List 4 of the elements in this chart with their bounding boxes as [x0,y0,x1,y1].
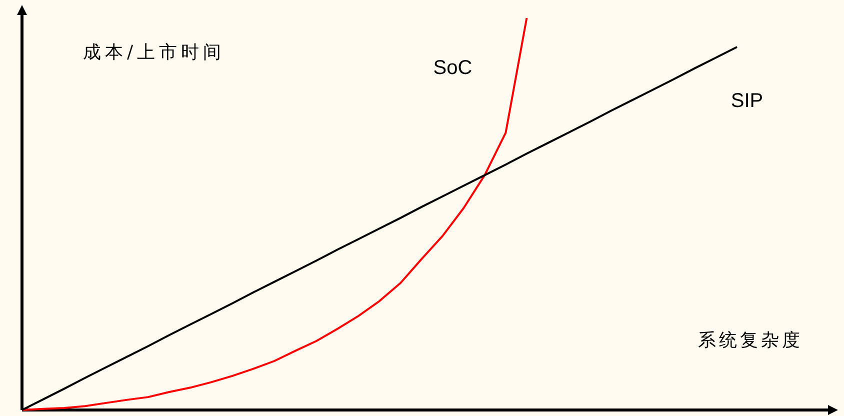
y-axis-title: 成本/上市时间 [83,42,226,63]
x-axis-title: 系统复杂度 [698,330,803,351]
text: SoC [433,57,472,79]
series-label: SIP [730,90,764,112]
